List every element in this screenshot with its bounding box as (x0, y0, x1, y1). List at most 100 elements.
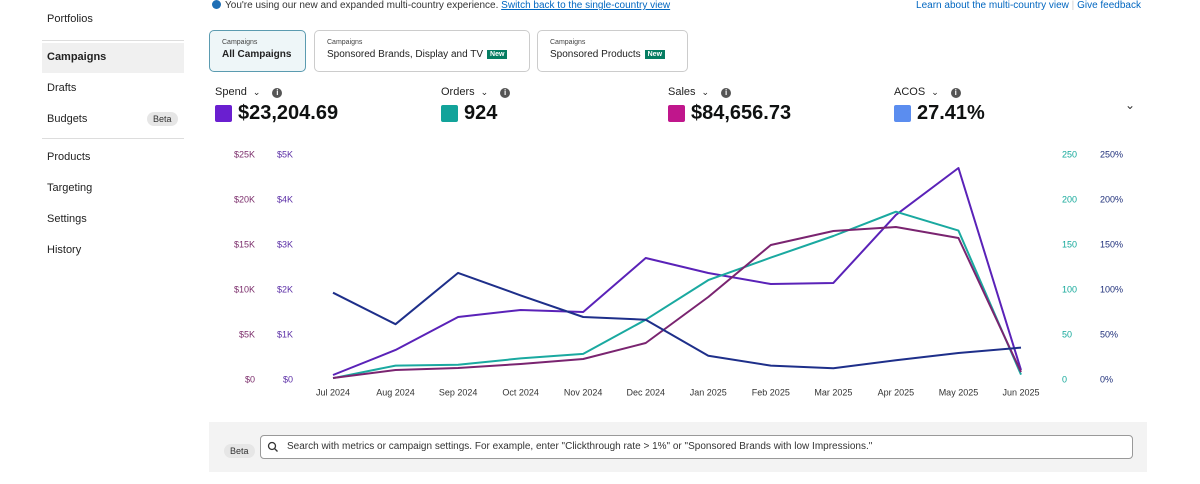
y-tick-label: $0 (283, 374, 293, 384)
sidebar-badge: Beta (147, 112, 178, 126)
y-tick-label: 100% (1100, 284, 1123, 294)
info-icon: i (950, 88, 961, 98)
y-tick-label: 0 (1062, 374, 1067, 384)
series-line (332, 226, 1022, 379)
tab-label: Sponsored Products (550, 49, 641, 60)
metric[interactable]: ACOS ⌄ i 27.41% (894, 86, 985, 125)
metric[interactable]: Orders ⌄ i 924 (441, 86, 511, 125)
tab-label-row: Sponsored Products New (550, 49, 675, 60)
search-input[interactable]: Search with metrics or campaign settings… (260, 435, 1133, 459)
sidebar-item[interactable]: Products (47, 151, 91, 163)
sidebar-item[interactable]: Settings (47, 213, 87, 225)
tab[interactable]: Campaigns Sponsored Brands, Display and T… (314, 30, 530, 72)
caret: ⌄ (252, 87, 261, 97)
tab[interactable]: Campaigns Sponsored Products New (537, 30, 688, 72)
metric-value: 27.41% (917, 102, 985, 124)
banner-link[interactable]: Switch back to the single-country view (501, 0, 671, 11)
series-line (332, 210, 1022, 380)
metric[interactable]: Spend ⌄ i $23,204.69 (215, 86, 338, 125)
swatch (215, 105, 232, 122)
x-tick-label: Jan 2025 (690, 387, 727, 397)
learn-link[interactable]: Learn about the multi-country view (916, 0, 1069, 11)
x-tick-label: Feb 2025 (752, 387, 790, 397)
search-badge-wrap: Beta (224, 441, 255, 459)
x-tick-label: Sep 2024 (439, 387, 478, 397)
feedback-link[interactable]: Give feedback (1077, 0, 1141, 11)
x-tick-label: Oct 2024 (502, 387, 539, 397)
y-tick-label: $10K (234, 284, 255, 294)
x-tick-label: Nov 2024 (564, 387, 603, 397)
y-tick-label: $3K (277, 239, 293, 249)
metric-name: Spend (215, 86, 247, 98)
x-tick-label: Dec 2024 (626, 387, 665, 397)
y-tick-label: 250% (1100, 149, 1123, 159)
x-tick-label: Jun 2025 (1002, 387, 1039, 397)
tab-kicker: Campaigns (222, 39, 258, 46)
sidebar-item[interactable]: History (47, 244, 82, 256)
tab-label: All Campaigns (222, 49, 292, 60)
metric[interactable]: Sales ⌄ i $84,656.73 (668, 86, 791, 125)
tab-kicker: Campaigns (550, 39, 586, 46)
info-icon: i (721, 88, 732, 98)
info-icon: i (272, 88, 283, 98)
x-tick-label: Jul 2024 (316, 387, 350, 397)
metric-value-row: 924 (441, 102, 510, 125)
y-tick-label: $0 (245, 374, 255, 384)
banner: You're using our new and expanded multi-… (212, 0, 670, 11)
x-tick-label: May 2025 (939, 387, 979, 397)
y-tick-label: $20K (234, 194, 255, 204)
search-badge: Beta (224, 444, 255, 458)
search-placeholder: Search with metrics or campaign settings… (287, 441, 873, 452)
banner-message: You're using our new and expanded multi-… (225, 0, 499, 11)
metric-name: ACOS (894, 86, 926, 98)
swatch (668, 105, 685, 122)
metric-value-row: $84,656.73 (668, 102, 791, 125)
sidebar-separator (42, 40, 184, 41)
expand-chevron[interactable]: ⌄ (1125, 98, 1136, 112)
swatch (894, 105, 911, 122)
metric-value: 924 (464, 102, 498, 124)
sidebar-item[interactable]: Portfolios (47, 13, 93, 25)
metric-name-row: ACOS ⌄ i (894, 86, 985, 98)
tab-kicker: Campaigns (327, 39, 363, 46)
y-tick-label: $5K (239, 329, 255, 339)
y-tick-label: $15K (234, 239, 255, 249)
x-tick-label: Mar 2025 (814, 387, 852, 397)
metric-name-row: Spend ⌄ i (215, 86, 338, 98)
metric-value-row: $23,204.69 (215, 102, 338, 125)
y-tick-label: 50 (1062, 329, 1072, 339)
y-tick-label: $4K (277, 194, 293, 204)
caret: ⌄ (931, 87, 939, 97)
info-icon (212, 0, 221, 9)
y-tick-label: 50% (1100, 329, 1118, 339)
sidebar-selected (42, 43, 184, 73)
banner-right: Learn about the multi-country view | Giv… (916, 0, 1141, 11)
metric-value: $84,656.73 (691, 102, 792, 124)
sidebar-item[interactable]: Budgets (47, 113, 88, 125)
chart: $0 $5K $10K $15K $20K $25K $0 $1K $2K $3K $4K $5K 0 5… (234, 149, 1123, 397)
series-line (332, 271, 1022, 370)
y-tick-label: $1K (277, 329, 293, 339)
metric-name: Orders (441, 86, 475, 98)
x-tick-label: Aug 2024 (376, 387, 415, 397)
swatch (441, 105, 458, 122)
caret: ⌄ (480, 87, 489, 97)
tab-label-row: Sponsored Brands, Display and TV New (327, 49, 517, 60)
y-tick-label: $5K (277, 149, 293, 159)
y-tick-label: 0% (1100, 374, 1113, 384)
metric-name: Sales (668, 86, 696, 98)
tab-label: Sponsored Brands, Display and TV (327, 49, 484, 60)
x-tick-label: Apr 2025 (878, 387, 915, 397)
series-line (332, 167, 1022, 376)
sidebar-item[interactable]: Drafts (47, 82, 77, 94)
tab[interactable]: Campaigns All Campaigns (209, 30, 306, 72)
tab-label-row: All Campaigns (222, 49, 293, 60)
y-tick-label: 100 (1062, 284, 1077, 294)
y-tick-label: 200 (1062, 194, 1077, 204)
metric-name-row: Sales ⌄ i (668, 86, 791, 98)
new-badge: New (487, 50, 508, 59)
sidebar-item[interactable]: Targeting (47, 182, 93, 194)
metric-value-row: 27.41% (894, 102, 985, 125)
sidebar-item[interactable]: Campaigns (47, 51, 107, 63)
